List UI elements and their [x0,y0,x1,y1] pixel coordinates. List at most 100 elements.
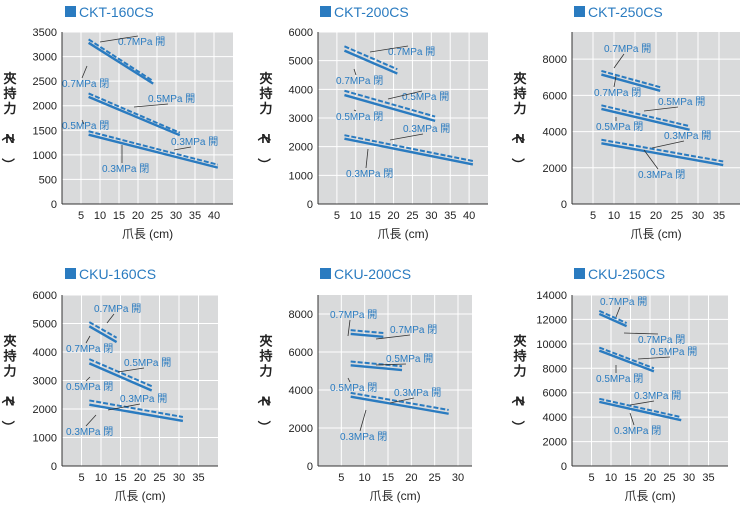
y-tick-label: 5000 [33,319,57,331]
y-tick-label: 8000 [543,54,567,66]
y-tick-label: 1000 [33,433,57,445]
chart-title: CKU-160CS [79,266,156,282]
x-axis-label: 爪長 (cm) [624,489,675,503]
annotation-leader [643,106,679,112]
x-tick-label: 20 [132,210,144,222]
x-tick-label: 35 [713,210,725,222]
y-axis-label: 夾持力（N） [0,71,16,171]
y-tick-label: 5000 [289,56,313,68]
series-annotation: 0.7MPa 開 [600,296,647,308]
annotation-leader [389,397,415,404]
chart-title: CKT-200CS [334,4,409,20]
series-line-open [350,391,449,411]
annotation-leader [389,133,424,141]
x-tick-label: 5 [338,472,344,484]
series-annotation: 0.5MPa 開 [650,346,697,358]
x-axis-label: 爪長 (cm) [114,489,165,503]
series-line-closed [601,73,661,92]
y-tick-label: 1500 [33,125,57,137]
y-tick-label: 14000 [536,290,567,302]
annotation-leader [107,403,141,411]
x-tick-label: 30 [170,210,182,222]
series-annotation: 0.3MPa 開 [403,123,450,135]
y-tick-label: 2000 [543,163,567,175]
y-tick-label: 6000 [33,290,57,302]
series-annotation: 0.7MPa 閉 [336,75,383,87]
x-tick-label: 40 [208,210,220,222]
series-annotation: 0.3MPa 開 [664,130,711,142]
annotation-leader [387,90,423,100]
x-tick-label: 15 [114,472,126,484]
series-annotation: 0.5MPa 開 [386,353,433,365]
series-annotation: 0.5MPa 閉 [330,382,377,394]
series-line-open [598,346,655,370]
x-axis-label: 爪長 (cm) [377,227,428,241]
y-tick-label: 8000 [543,363,567,375]
y-axis-label: 夾持力（N） [0,334,16,434]
series-line-open [344,45,398,71]
y-tick-label: 4000 [543,412,567,424]
x-tick-label: 40 [463,210,475,222]
series-annotation: 0.3MPa 開 [394,387,441,399]
x-tick-label: 20 [650,210,662,222]
x-tick-label: 15 [369,210,381,222]
series-line-closed [344,137,474,166]
plot-area [318,295,472,466]
title-square-icon [65,268,76,279]
x-tick-label: 25 [663,472,675,484]
annotation-leader [99,35,139,43]
series-line-closed [343,49,398,75]
series-line-open [88,130,219,166]
series-annotation: 0.3MPa 閉 [340,431,387,443]
chart-title: CKT-160CS [79,4,154,20]
series-line-closed [601,142,724,167]
x-tick-label: 30 [452,472,464,484]
y-tick-label: 2000 [33,101,57,113]
y-tick-label: 3000 [289,113,313,125]
series-annotation: 0.5MPa 開 [148,93,195,105]
series-annotation: 0.5MPa 開 [658,96,705,108]
y-axis-label: 夾持力（N） [256,71,272,171]
series-line-closed [350,364,403,372]
x-tick-label: 25 [151,210,163,222]
x-tick-label: 30 [173,472,185,484]
series-annotation: 0.3MPa 開 [634,390,681,402]
annotation-leader [623,332,659,335]
series-annotation: 0.7MPa 開 [118,36,165,48]
series-annotation: 0.7MPa 開 [388,46,435,58]
y-tick-label: 1000 [33,150,57,162]
series-line-closed [350,395,449,415]
x-tick-label: 35 [444,210,456,222]
series-line-open [88,92,181,134]
series-line-closed [350,332,384,338]
chart-panel: CKT-250CS 0 2000 4000 6000 8000 5 10 15 20 25 30 35 爪… [510,4,740,241]
annotation-leader [347,319,351,337]
series-line-closed [88,325,118,344]
x-tick-label: 15 [113,210,125,222]
chart-panel: CKU-250CS 0 2000 4000 6000 8000 10000 12000 1400… [510,266,728,503]
x-tick-label: 5 [588,472,594,484]
series-line-open [88,358,153,388]
y-tick-label: 8000 [289,309,313,321]
annotation-leader [85,335,91,344]
y-tick-label: 2500 [33,76,57,88]
y-axis-label: 夾持力（N） [256,334,272,434]
series-annotation: 0.3MPa 開 [171,136,218,148]
series-line-closed [344,93,436,123]
series-line-open [350,329,384,334]
series-line-open [344,89,436,118]
series-line-open [350,360,403,368]
y-tick-label: 3500 [33,27,57,39]
x-tick-label: 35 [702,472,714,484]
annotation-leader [81,119,85,125]
y-tick-label: 0 [307,461,313,473]
annotation-leader [353,109,357,112]
series-annotation: 0.7MPa 開 [330,309,377,321]
annotation-leader [359,409,367,432]
annotation-leader [347,377,351,383]
series-annotation: 0.5MPa 閉 [596,121,643,133]
series-line-closed [598,312,628,328]
x-tick-label: 5 [590,210,596,222]
x-tick-label: 20 [644,472,656,484]
y-tick-label: 2000 [289,423,313,435]
